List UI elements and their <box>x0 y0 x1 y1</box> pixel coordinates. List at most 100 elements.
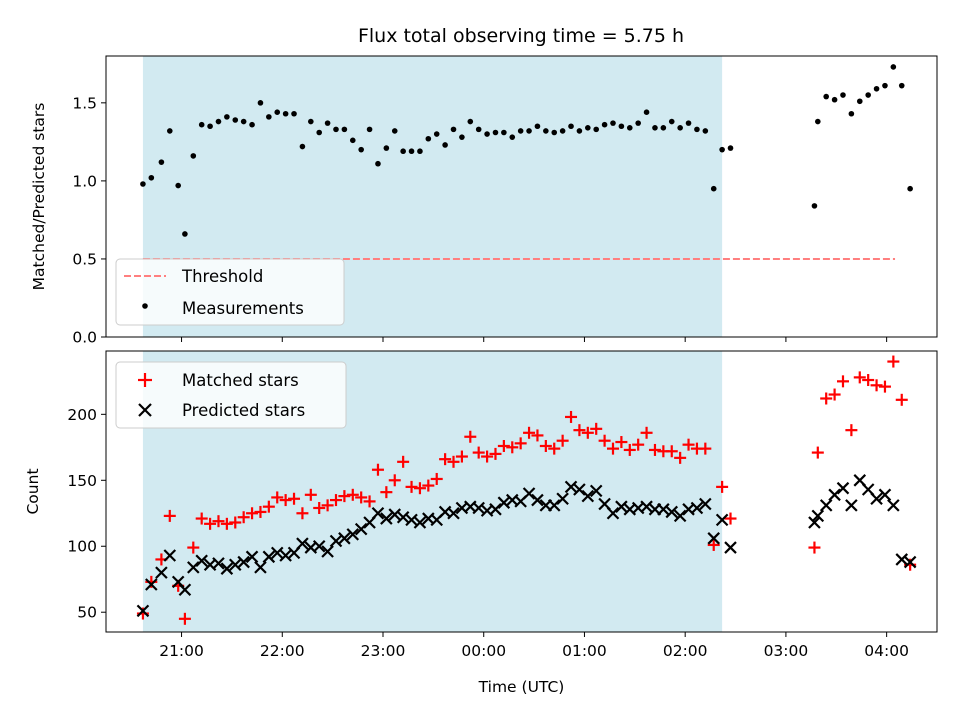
matched-star-point <box>674 451 687 464</box>
matched-star-point <box>828 388 841 401</box>
predicted-star-point <box>155 566 168 579</box>
measurement-point <box>873 85 880 92</box>
predicted-star-point <box>522 487 536 500</box>
matched-stars-series <box>136 355 917 625</box>
matched-star-point <box>808 541 821 554</box>
y-tick-label: 1.0 <box>72 172 97 190</box>
predicted-star-point <box>497 496 511 509</box>
x-tick-label: 00:00 <box>461 642 506 660</box>
matched-star-point <box>279 494 292 507</box>
measurement-point <box>576 128 583 134</box>
matched-star-point <box>895 393 908 406</box>
measurement-point <box>308 118 314 125</box>
matched-star-point <box>623 443 636 456</box>
predicted-star-point <box>615 500 628 513</box>
matched-star-point <box>878 380 891 393</box>
predicted-star-point <box>828 488 841 502</box>
measurement-point <box>215 118 222 125</box>
measurement-point <box>182 231 188 237</box>
matched-star-point <box>598 434 611 447</box>
y-tick-label: 100 <box>67 538 97 556</box>
measurement-point <box>166 128 173 134</box>
ratio-y-axis-label: Matched/Predicted stars <box>30 103 48 291</box>
matched-star-point <box>590 422 603 435</box>
ratio-legend-box <box>115 258 345 326</box>
x-tick-label: 02:00 <box>663 642 708 660</box>
predicted-star-point <box>887 499 900 512</box>
matched-star-point <box>163 509 176 522</box>
matched-star-point <box>288 492 301 505</box>
predicted-star-point <box>279 549 292 562</box>
measurement-point <box>626 125 633 131</box>
predicted-star-point <box>220 562 234 575</box>
matched-star-point <box>422 479 435 492</box>
measurement-point <box>442 142 448 148</box>
measurement-point <box>610 120 616 126</box>
measurement-point <box>890 64 897 70</box>
matched-star-point <box>640 426 653 439</box>
measurement-point <box>660 125 667 131</box>
matched-legend-swatch <box>138 373 152 387</box>
matched-star-point <box>405 480 418 493</box>
predicted-legend-swatch <box>138 403 152 417</box>
matched-star-point <box>539 439 552 452</box>
measurement-point <box>643 109 650 115</box>
matched-star-point <box>380 486 393 499</box>
count-panel-frame <box>105 350 938 633</box>
measurement-point <box>635 120 641 126</box>
matched-star-point <box>220 517 233 530</box>
predicted-star-point <box>388 508 402 521</box>
matched-star-point <box>271 491 284 504</box>
measurement-point <box>543 128 549 134</box>
measurement-point <box>702 128 709 134</box>
count-y-axis-label: Count <box>24 468 42 514</box>
matched-star-point <box>355 491 368 504</box>
measurement-point <box>249 121 255 128</box>
matched-star-point <box>363 495 376 508</box>
measurement-point <box>534 123 541 130</box>
measurement-point <box>333 126 339 133</box>
predicted-star-point <box>405 513 418 527</box>
measurement-point <box>190 153 197 159</box>
predicted-star-point <box>657 503 670 516</box>
measurement-point <box>551 129 558 136</box>
matched-star-point <box>296 507 309 520</box>
matched-star-point <box>716 480 729 493</box>
matched-star-point <box>254 505 267 518</box>
predicted-star-point <box>808 516 821 529</box>
predicted-star-point <box>870 492 883 506</box>
y-tick-label: 1.5 <box>72 94 97 112</box>
matched-star-point <box>514 437 527 450</box>
measurement-point <box>232 117 239 123</box>
predicted-star-point <box>163 549 177 562</box>
count-panel: 21:00 22:00 23:00 00:00 01:00 02:00 03:00 04:00… <box>24 350 938 696</box>
measurement-point <box>240 118 247 125</box>
predicted-star-point <box>489 503 502 516</box>
x-tick-label: 04:00 <box>864 642 909 660</box>
predicted-star-point <box>195 554 208 568</box>
predicted-star-point <box>903 555 917 569</box>
count-legend-box <box>115 361 347 429</box>
predicted-star-point <box>447 506 460 520</box>
measurement-point <box>425 135 432 142</box>
predicted-star-point <box>845 499 858 512</box>
matched-star-point <box>682 438 695 451</box>
count-legend: Matched stars Predicted stars <box>115 361 347 429</box>
measurement-point <box>417 148 423 155</box>
matched-star-point <box>262 500 275 513</box>
ratio-panel-axes: 0.0 0.5 1.0 1.5 <box>72 94 888 347</box>
chart-title: Flux total observing time = 5.75 h <box>358 25 684 47</box>
measurement-point <box>815 118 821 125</box>
measurement-point <box>677 125 683 131</box>
y-tick-label: 0.0 <box>72 329 97 347</box>
measurement-point <box>224 114 230 120</box>
matched-star-point <box>573 424 586 437</box>
matched-star-point <box>853 371 866 384</box>
matched-star-point <box>371 463 384 476</box>
predicted-star-point <box>640 500 653 513</box>
measurement-point <box>324 120 331 126</box>
predicted-star-point <box>699 497 712 511</box>
measurement-point <box>710 185 717 192</box>
measurement-point <box>517 128 524 134</box>
measurement-point <box>492 129 499 136</box>
